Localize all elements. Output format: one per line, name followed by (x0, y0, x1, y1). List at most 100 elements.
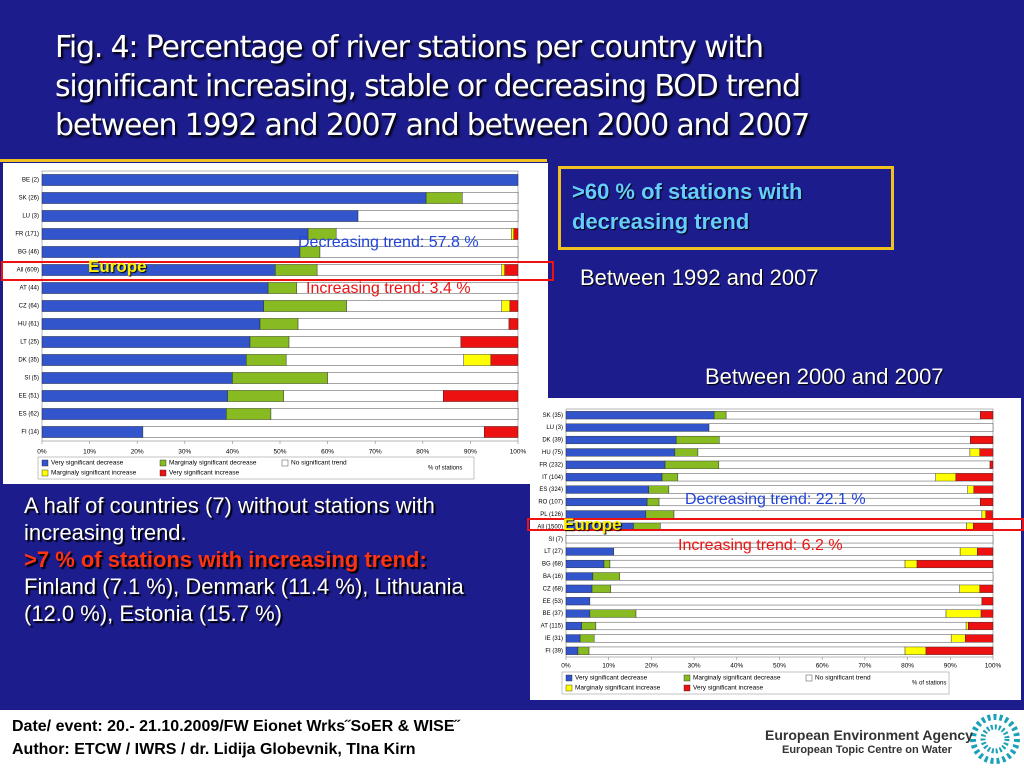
bar-segment (603, 559, 611, 569)
bar-segment (945, 609, 982, 618)
y-tick-label: CZ (64) (19, 304, 39, 310)
region-label: Europe (88, 257, 147, 276)
bar-segment (565, 621, 582, 631)
footer-line: Author: ETCW / IWRS / dr. Lidija Globevn… (12, 741, 416, 758)
y-tick-label: HU (61) (18, 322, 39, 328)
legend-swatch (41, 459, 49, 467)
bar-segment (425, 192, 463, 204)
bar-segment (267, 282, 297, 294)
legend-label: Marginaly significant increase (51, 470, 137, 477)
legend-label: Marginaly significant decrease (169, 460, 257, 467)
bar-segment (41, 174, 519, 186)
bar-segment (249, 336, 290, 348)
legend-label: No significant trend (815, 675, 871, 682)
bar-segment (674, 448, 699, 457)
legend-swatch (683, 684, 691, 692)
bar-segment (675, 435, 720, 445)
chart: SK (35) LU (3) DK (39) HU (75) FR (232) IT (1… (530, 398, 1021, 700)
bar-segment (484, 426, 519, 438)
period-label: Between 1992 and 2007 (580, 265, 819, 290)
callout: >60 % of stations with decreasing trend (572, 179, 803, 234)
x-tick-label: 70% (858, 663, 871, 670)
bar-segment (346, 300, 503, 312)
bar-segment (589, 609, 637, 618)
y-tick-label: RO (107) (538, 500, 563, 506)
bar-segment (959, 547, 978, 556)
x-tick-label: 80% (416, 449, 429, 456)
bar-segment (509, 300, 519, 312)
x-tick-label: 40% (226, 449, 239, 456)
legend-label: Very significant decrease (51, 460, 124, 467)
y-tick-label: ES (62) (19, 412, 39, 418)
bar-segment (41, 210, 359, 222)
bar-segment (443, 390, 519, 402)
bar-segment (246, 354, 287, 366)
x-tick-label: 20% (131, 449, 144, 456)
summary: A half of countries (7) without stations… (24, 492, 514, 627)
bar-segment (565, 423, 710, 432)
bar-segment (227, 390, 285, 402)
bar-segment (916, 559, 994, 569)
x-tick-label: 100% (510, 449, 527, 456)
bar-segment (719, 435, 971, 445)
legend-frame (37, 456, 475, 480)
callout-box (558, 166, 894, 250)
bar-segment (263, 300, 347, 312)
bar-segment (232, 372, 328, 384)
bar-segment (579, 634, 595, 643)
x-tick-label: 0% (561, 663, 571, 670)
summary-highlight: >7 % of stations with increasing trend: (24, 547, 427, 572)
bar-segment (593, 634, 952, 643)
bar-segment (513, 228, 519, 240)
bar-segment (619, 572, 994, 581)
y-tick-label: EE (51) (19, 394, 39, 400)
bar-segment (504, 264, 519, 276)
y-tick-label: LU (3) (546, 425, 563, 431)
y-tick-label: BE (37) (543, 611, 563, 617)
bar-segment (635, 609, 947, 618)
y-tick-label: PL (126) (540, 512, 563, 518)
bar-segment (565, 460, 666, 469)
bar-segment (565, 646, 579, 655)
bar-segment (41, 192, 427, 204)
bar-segment (646, 497, 660, 507)
y-tick-label: LT (27) (544, 549, 563, 555)
bar-segment (460, 336, 519, 348)
bar-segment (565, 435, 677, 445)
y-tick-label: LT (25) (20, 340, 39, 346)
bar-segment (41, 246, 301, 258)
y-tick-label: BE (2) (22, 178, 39, 184)
bar-segment (581, 621, 597, 631)
bar-segment (965, 621, 969, 631)
bar-segment (296, 282, 519, 294)
y-tick-label: DK (35) (18, 358, 39, 364)
bar-segment (589, 597, 983, 606)
bar-segment (725, 411, 981, 420)
bar-segment (490, 354, 519, 366)
x-tick-label: 90% (944, 663, 957, 670)
legend-swatch (683, 674, 691, 682)
plot-frame (565, 408, 994, 658)
bar-segment (713, 411, 727, 420)
summary-intro: A half of countries (7) without stations… (24, 493, 435, 545)
highlight-frame (0, 159, 547, 162)
bar-segment (595, 621, 967, 631)
legend-label: Very significant increase (169, 470, 239, 477)
bar-segment (565, 559, 605, 569)
bar-segment (297, 318, 510, 330)
bar-segment (718, 460, 991, 469)
bar-segment (565, 634, 581, 643)
legend-label: Marginaly significant decrease (693, 675, 781, 682)
x-tick-label: 10% (602, 663, 615, 670)
y-tick-label: EE (53) (543, 599, 563, 605)
y-tick-label: CZ (68) (543, 586, 563, 592)
bar-segment (979, 411, 994, 420)
bar-segment (968, 621, 994, 631)
bar-segment (592, 572, 621, 581)
bar-segment (508, 318, 519, 330)
y-tick-label: FR (171) (15, 232, 39, 238)
bar-segment (41, 390, 228, 402)
bar-segment (577, 646, 590, 655)
bar-segment (967, 485, 974, 494)
